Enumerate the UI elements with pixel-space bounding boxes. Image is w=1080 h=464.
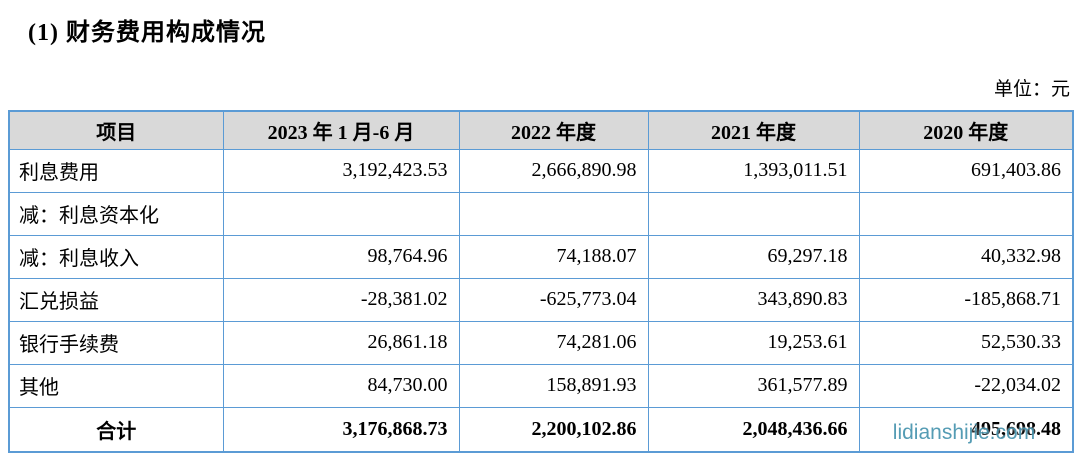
cell-value: 74,188.07 xyxy=(458,234,649,279)
cell-value: 361,577.89 xyxy=(647,363,860,408)
cell-value: 40,332.98 xyxy=(858,234,1074,279)
cell-value: 19,253.61 xyxy=(647,320,860,365)
cell-value xyxy=(222,191,460,236)
total-row-label: 合计 xyxy=(8,406,224,453)
cell-value: 52,530.33 xyxy=(858,320,1074,365)
financial-expenses-table: 项目 2023 年 1 月-6 月 2022 年度 2021 年度 2020 年… xyxy=(8,110,1074,453)
cell-value: 2,666,890.98 xyxy=(458,148,649,193)
cell-value xyxy=(647,191,860,236)
cell-value: 69,297.18 xyxy=(647,234,860,279)
cell-value: -22,034.02 xyxy=(858,363,1074,408)
table-row: 减：利息收入 98,764.96 74,188.07 69,297.18 40,332.… xyxy=(8,234,1074,279)
cell-value: 98,764.96 xyxy=(222,234,460,279)
column-header-item: 项目 xyxy=(8,110,224,150)
column-header-2021: 2021 年度 xyxy=(647,110,860,150)
table-header-row: 项目 2023 年 1 月-6 月 2022 年度 2021 年度 2020 年… xyxy=(8,110,1074,150)
cell-value: -185,868.71 xyxy=(858,277,1074,322)
cell-value xyxy=(458,191,649,236)
row-label: 减：利息资本化 xyxy=(8,191,224,236)
cell-value: 343,890.83 xyxy=(647,277,860,322)
cell-value: 3,176,868.73 xyxy=(222,406,460,453)
table-row: 减：利息资本化 xyxy=(8,191,1074,236)
cell-value xyxy=(858,191,1074,236)
total-row: 合计 3,176,868.73 2,200,102.86 2,048,436.66 49… xyxy=(8,406,1074,453)
column-header-2023h1: 2023 年 1 月-6 月 xyxy=(222,110,460,150)
row-label: 利息费用 xyxy=(8,148,224,193)
cell-value: 1,393,011.51 xyxy=(647,148,860,193)
cell-value: 84,730.00 xyxy=(222,363,460,408)
page-title: (1) 财务费用构成情况 xyxy=(28,20,266,46)
unit-label: 单位：元 xyxy=(993,79,1070,100)
row-label: 减：利息收入 xyxy=(8,234,224,279)
cell-value: 495,698.48 xyxy=(858,406,1074,453)
row-label: 银行手续费 xyxy=(8,320,224,365)
table-row: 汇兑损益 -28,381.02 -625,773.04 343,890.83 -185,… xyxy=(8,277,1074,322)
cell-value: 74,281.06 xyxy=(458,320,649,365)
cell-value: 691,403.86 xyxy=(858,148,1074,193)
table-row: 银行手续费 26,861.18 74,281.06 19,253.61 52,530.3… xyxy=(8,320,1074,365)
column-header-2020: 2020 年度 xyxy=(858,110,1074,150)
cell-value: -28,381.02 xyxy=(222,277,460,322)
cell-value: -625,773.04 xyxy=(458,277,649,322)
cell-value: 2,200,102.86 xyxy=(458,406,649,453)
row-label: 汇兑损益 xyxy=(8,277,224,322)
row-label: 其他 xyxy=(8,363,224,408)
column-header-2022: 2022 年度 xyxy=(458,110,649,150)
cell-value: 2,048,436.66 xyxy=(647,406,860,453)
cell-value: 26,861.18 xyxy=(222,320,460,365)
cell-value: 158,891.93 xyxy=(458,363,649,408)
table-row: 利息费用 3,192,423.53 2,666,890.98 1,393,011.51… xyxy=(8,148,1074,193)
cell-value: 3,192,423.53 xyxy=(222,148,460,193)
table-row: 其他 84,730.00 158,891.93 361,577.89 -22,034.0… xyxy=(8,363,1074,408)
